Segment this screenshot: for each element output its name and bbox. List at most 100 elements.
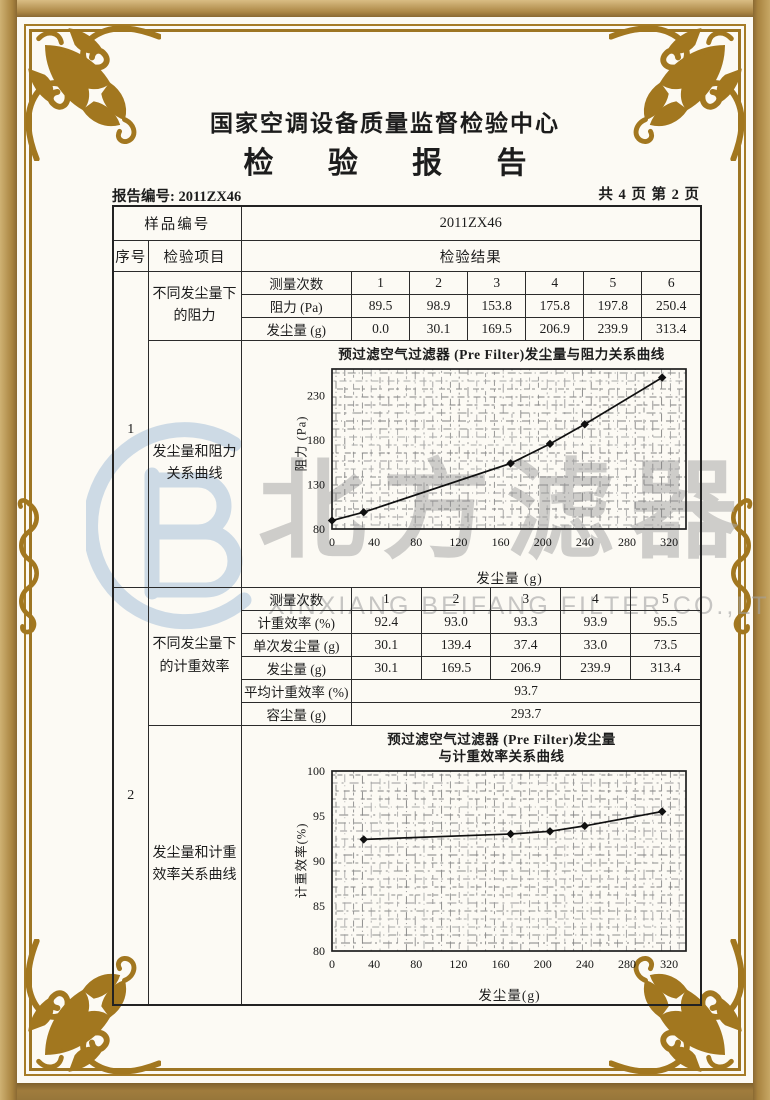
value-cell: 239.9: [583, 317, 643, 340]
value-cell: 73.5: [629, 633, 700, 657]
section1-chart-row: 发尘量和阻力关系曲线 预过滤空气过滤器 (Pre Filter)发尘量与阻力关系…: [113, 340, 702, 588]
dust-capacity-label: 容尘量 (g): [241, 702, 352, 725]
section1-item-label: 不同发尘量下的阻力: [147, 271, 242, 341]
svg-text:100: 100: [307, 765, 325, 778]
table-row: 发尘量 (g) 0.0 30.1 169.5 206.9 239.9 313.4: [241, 317, 700, 340]
table-row: 单次发尘量 (g) 30.1 139.4 37.4 33.0 73.5: [241, 633, 700, 657]
section1-chart-label: 发尘量和阻力关系曲线: [147, 340, 242, 588]
measure-no-cell: 2: [409, 272, 469, 295]
svg-text:160: 160: [491, 535, 509, 549]
value-cell: 250.4: [641, 294, 700, 318]
border-band-right: [753, 0, 770, 1100]
table-row: 阻力 (Pa) 89.5 98.9 153.8 175.8 197.8 250.…: [241, 294, 700, 318]
table-row: 平均计重效率 (%) 93.7: [241, 679, 700, 703]
value-cell: 313.4: [641, 317, 700, 340]
value-cell: 153.8: [467, 294, 527, 318]
efficiency-chart: 预过滤空气过滤器 (Pre Filter)发尘量 与计重效率关系曲线 计重效率(…: [292, 731, 692, 1004]
resistance-chart-svg: 0 40 80 120 160 200 240 280 320 80 130 180 230: [307, 368, 687, 549]
table-row: 容尘量 (g) 293.7: [241, 702, 700, 725]
value-cell: 92.4: [351, 610, 422, 634]
value-cell: 30.1: [351, 633, 422, 657]
measure-count-label: 测量次数: [241, 588, 352, 611]
chart-title-line2: 与计重效率关系曲线: [438, 749, 565, 764]
section2-chart-label: 发尘量和计重效率关系曲线: [147, 725, 242, 1006]
y-axis-label: 计重效率(%): [294, 822, 308, 899]
value-cell: 93.3: [490, 610, 562, 634]
svg-text:120: 120: [449, 957, 467, 971]
measure-no-cell: 6: [641, 272, 700, 295]
value-cell: 37.4: [490, 633, 562, 657]
value-cell: 89.5: [350, 294, 411, 318]
header-row: 序号 检验项目 检验结果: [112, 240, 702, 272]
svg-text:80: 80: [410, 957, 422, 971]
x-axis-label: 发尘量 (g): [476, 571, 543, 586]
svg-text:80: 80: [313, 522, 325, 536]
report-number: 报告编号: 2011ZX46: [112, 189, 242, 205]
measure-no-cell: 3: [467, 272, 527, 295]
value-cell: 175.8: [525, 294, 585, 318]
value-cell: 239.9: [560, 656, 631, 680]
page-info: 共 4 页 第 2 页: [598, 187, 700, 203]
single-dust-row-label: 单次发尘量 (g): [241, 633, 352, 657]
sample-number-value: 2011ZX46: [240, 205, 702, 241]
dust-capacity-value: 293.7: [351, 702, 700, 725]
svg-text:320: 320: [660, 535, 678, 549]
svg-text:40: 40: [368, 957, 380, 971]
value-cell: 197.8: [583, 294, 643, 318]
section2-data-row: 2 不同发尘量下的计重效率 测量次数 1 2 3 4 5: [112, 587, 702, 1006]
table-row: 测量次数 1 2 3 4 5: [241, 588, 700, 611]
y-axis-label: 阻力 (Pa): [294, 415, 308, 472]
avg-efficiency-label: 平均计重效率 (%): [241, 679, 352, 703]
svg-text:0: 0: [329, 535, 335, 549]
resistance-subtable: 测量次数 1 2 3 4 5 6 阻力 (Pa) 89.5: [241, 272, 700, 340]
page-title: 检 验 报 告: [243, 147, 547, 180]
svg-text:85: 85: [313, 899, 325, 913]
border-band-left: [0, 0, 17, 1100]
value-cell: 313.4: [629, 656, 700, 680]
measure-no-cell: 4: [560, 588, 631, 611]
value-cell: 95.5: [629, 610, 700, 634]
col-header-item: 检验项目: [147, 240, 242, 272]
svg-text:280: 280: [618, 957, 636, 971]
svg-text:80: 80: [313, 944, 325, 958]
table-row: 计重效率 (%) 92.4 93.0 93.3 93.9 95.5: [241, 610, 700, 634]
dust-row-label: 发尘量 (g): [241, 317, 352, 340]
sample-number-label: 样品编号: [112, 205, 242, 241]
chart-title: 预过滤空气过滤器 (Pre Filter)发尘量与阻力关系曲线: [338, 347, 665, 362]
resistance-chart: 预过滤空气过滤器 (Pre Filter)发尘量与阻力关系曲线 阻力 (Pa) …: [292, 346, 692, 587]
value-cell: 206.9: [490, 656, 562, 680]
border-band-bottom: [0, 1083, 770, 1100]
value-cell: 98.9: [409, 294, 469, 318]
value-cell: 30.1: [409, 317, 469, 340]
svg-text:320: 320: [660, 957, 678, 971]
border-band-top: [0, 0, 770, 17]
col-header-result: 检验结果: [240, 240, 702, 272]
svg-text:200: 200: [533, 957, 551, 971]
measure-count-label: 测量次数: [241, 272, 352, 295]
org-title: 国家空调设备质量监督检验中心: [210, 110, 560, 136]
svg-text:230: 230: [307, 389, 325, 403]
measure-no-cell: 5: [583, 272, 643, 295]
measure-no-cell: 4: [525, 272, 585, 295]
svg-text:280: 280: [618, 535, 636, 549]
efficiency-row-label: 计重效率 (%): [241, 610, 352, 634]
value-cell: 33.0: [560, 633, 631, 657]
chart-title: 预过滤空气过滤器 (Pre Filter)发尘量: [387, 732, 616, 747]
col-header-no: 序号: [112, 240, 149, 272]
measure-no-cell: 2: [420, 588, 492, 611]
avg-efficiency-value: 93.7: [351, 679, 700, 703]
svg-text:120: 120: [449, 535, 467, 549]
section1-no: 1: [112, 271, 149, 588]
svg-text:180: 180: [307, 433, 325, 447]
value-cell: 93.0: [420, 610, 492, 634]
value-cell: 139.4: [420, 633, 492, 657]
x-axis-label: 发尘量(g): [478, 988, 541, 1003]
value-cell: 30.1: [351, 656, 422, 680]
section2-chart-row: 发尘量和计重效率关系曲线 预过滤空气过滤器 (Pre Filter)发尘量 与计…: [113, 725, 702, 1006]
section2-no: 2: [112, 587, 149, 1006]
svg-text:40: 40: [368, 535, 380, 549]
value-cell: 169.5: [467, 317, 527, 340]
section2-item-label: 不同发尘量下的计重效率: [147, 587, 242, 726]
